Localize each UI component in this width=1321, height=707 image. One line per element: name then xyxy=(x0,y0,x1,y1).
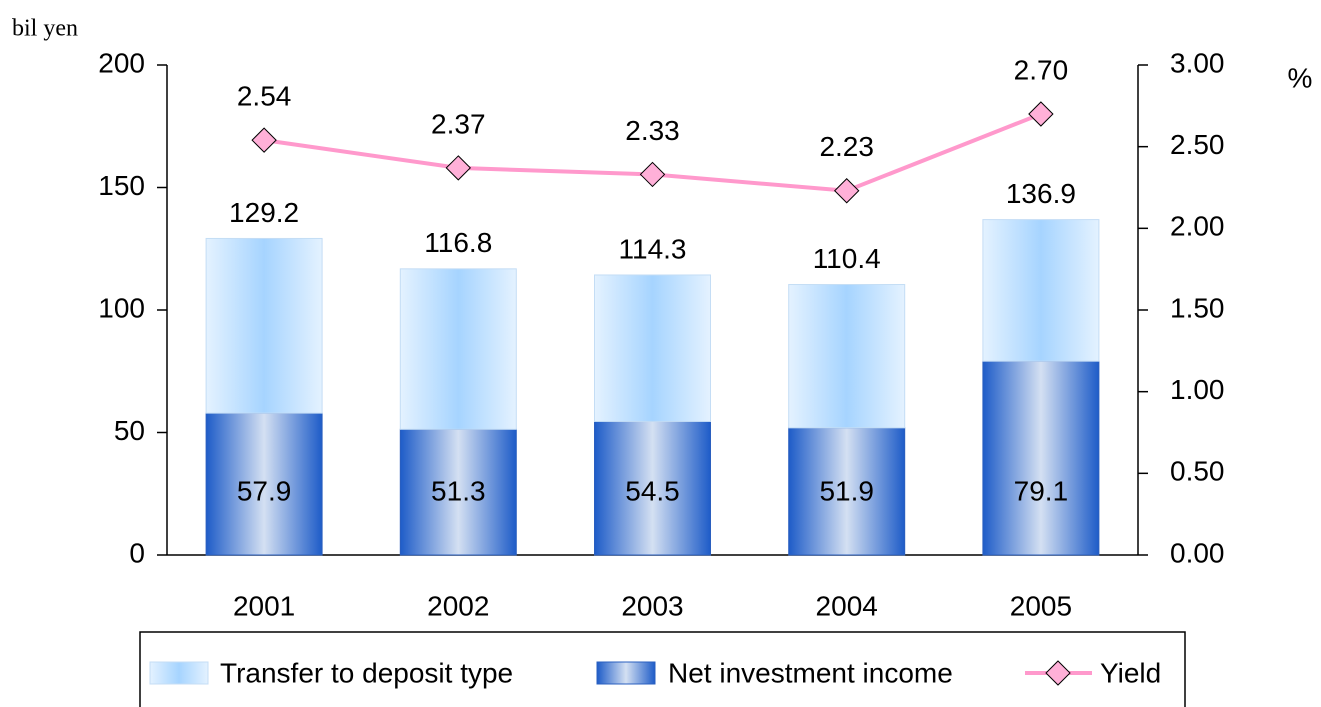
legend-box xyxy=(139,631,1186,707)
bar-segment xyxy=(594,274,711,422)
x-tick-label: 2001 xyxy=(233,590,295,621)
yield-marker xyxy=(639,161,666,188)
data-label: 51.9 xyxy=(819,475,874,506)
y2-tick-label: 0.00 xyxy=(1170,537,1225,568)
total-label: 136.9 xyxy=(1006,178,1076,209)
y2-tick-label: 0.50 xyxy=(1170,456,1225,487)
x-tick-label: 2003 xyxy=(621,590,683,621)
yield-label: 2.33 xyxy=(625,115,680,146)
yield-marker xyxy=(445,155,472,181)
x-tick-label: 2002 xyxy=(427,590,489,621)
y-tick-label: 50 xyxy=(114,415,145,446)
bar-segment xyxy=(982,219,1100,362)
y2-tick-label: 2.00 xyxy=(1170,211,1225,242)
data-label: 51.3 xyxy=(431,475,486,506)
y2-tick-label: 3.00 xyxy=(1170,47,1225,78)
yield-label: 2.54 xyxy=(237,81,292,112)
bar-segment xyxy=(594,420,711,556)
y2-tick-label: 2.50 xyxy=(1170,129,1225,160)
data-label: 57.9 xyxy=(237,475,292,506)
bar-segment xyxy=(788,284,906,429)
total-label: 110.4 xyxy=(813,243,881,274)
y-axis-label: bil yen xyxy=(12,16,78,42)
bar-segment xyxy=(399,268,517,430)
legend-label: Yield xyxy=(1100,657,1161,688)
bar-segment xyxy=(399,428,517,556)
y2-axis-label: % xyxy=(1288,62,1313,93)
yield-marker xyxy=(251,127,277,153)
legend-marker xyxy=(1045,660,1071,686)
data-label: 79.1 xyxy=(1014,475,1069,506)
y-tick-label: 200 xyxy=(98,47,145,78)
y-tick-label: 100 xyxy=(98,292,145,323)
data-label: 54.5 xyxy=(625,475,680,506)
x-tick-label: 2004 xyxy=(816,590,878,621)
y-tick-label: 0 xyxy=(129,537,145,568)
yield-label: 2.37 xyxy=(431,108,486,139)
y2-tick-label: 1.50 xyxy=(1170,292,1225,323)
total-label: 129.2 xyxy=(229,197,299,228)
bar-segment xyxy=(205,237,323,414)
bar-segment xyxy=(982,360,1100,556)
legend-label: Transfer to deposit type xyxy=(220,657,513,688)
yield-marker xyxy=(833,178,860,204)
legend-label: Net investment income xyxy=(668,657,953,688)
yield-marker xyxy=(1028,101,1054,127)
legend-swatch xyxy=(149,661,209,685)
legend-swatch xyxy=(596,661,656,685)
total-label: 116.8 xyxy=(424,227,492,258)
bar-segment xyxy=(788,427,906,556)
total-label: 114.3 xyxy=(619,233,687,264)
y2-tick-label: 1.00 xyxy=(1170,374,1225,405)
x-tick-label: 2005 xyxy=(1010,590,1072,621)
yield-label: 2.70 xyxy=(1014,54,1069,85)
yield-label: 2.23 xyxy=(819,131,874,162)
y-tick-label: 150 xyxy=(98,170,145,201)
